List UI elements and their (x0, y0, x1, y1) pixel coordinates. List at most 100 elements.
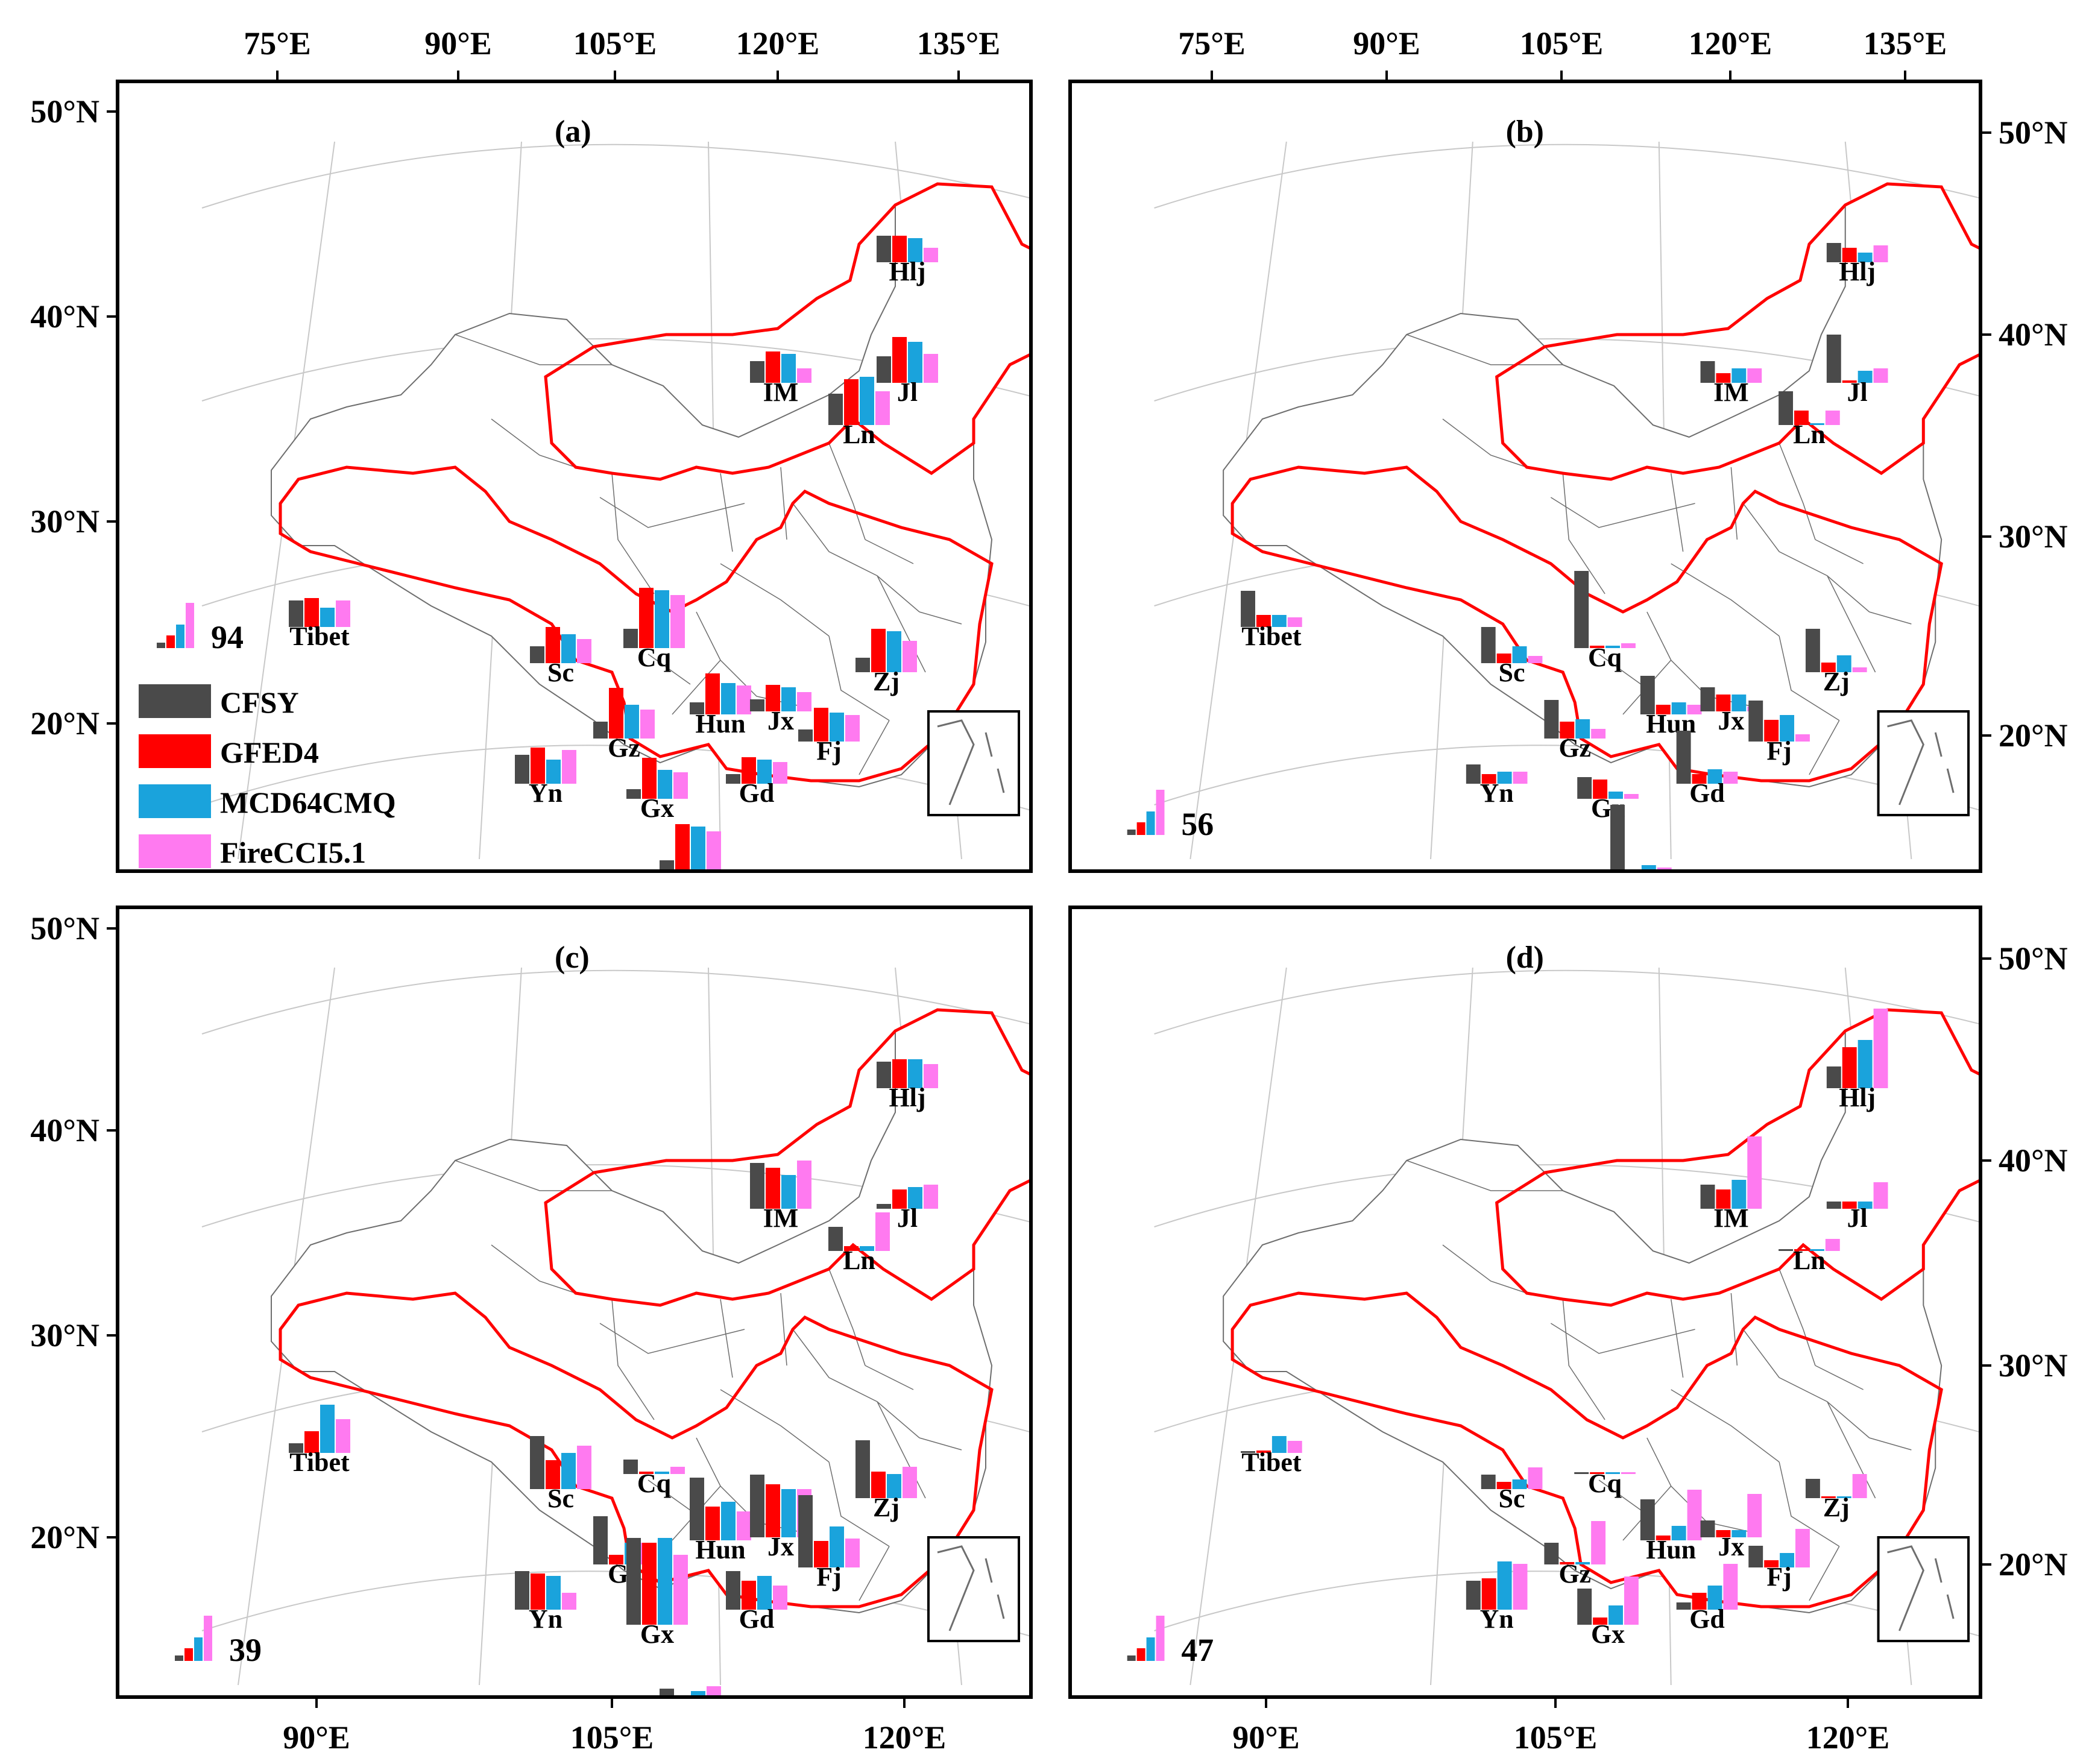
province-bars-yn: Yn (515, 748, 576, 808)
lon-tick-label: 120°E (863, 1719, 947, 1756)
scale-bar (1127, 1655, 1136, 1661)
country-outline (1223, 183, 1980, 787)
bar-mcd64cmq-sc (1512, 646, 1527, 663)
bar-mcd64cmq-ln (860, 1246, 874, 1251)
bar-mcd64cmq-im (1731, 368, 1747, 383)
bar-cfsy-gd (726, 1571, 740, 1610)
province-label: Cq (637, 643, 672, 672)
bar-firecci51-cq (670, 1467, 685, 1474)
country-outline (1223, 1009, 1980, 1613)
province-label: Hlj (889, 257, 925, 286)
bar-mcd64cmq-hun (721, 683, 736, 714)
bar-gfed4-hun (1656, 1536, 1671, 1540)
bar-cfsy-sc (1481, 627, 1496, 663)
legend-label: CFSY (220, 685, 299, 719)
bar-mcd64cmq-hun (1671, 1526, 1686, 1540)
province-label: Jx (1718, 706, 1744, 736)
province-bars-gz: Gz (1544, 700, 1606, 763)
bar-gfed4-ln (844, 379, 859, 425)
province-bars-jl: Jl (877, 337, 938, 407)
bar-cfsy-gx (1577, 1589, 1592, 1625)
bar-gfed4-jl (1842, 380, 1857, 383)
bar-firecci51-cq (1621, 643, 1636, 648)
bar-gfed4-fj (1764, 1560, 1779, 1567)
province-bars-gd: Gd (1676, 1564, 1738, 1634)
bar-mcd64cmq-yn (1497, 772, 1512, 784)
province-label: Zj (1823, 667, 1850, 696)
bar-firecci51-hun (1687, 1490, 1702, 1540)
bar-mcd64cmq-gz (1575, 719, 1590, 739)
bar-gfed4-yn (531, 748, 545, 784)
lat-tick-label: 20°N (30, 705, 99, 742)
bar-gfed4-yn (1481, 774, 1496, 784)
bar-cfsy-hun (690, 1478, 704, 1540)
province-label: IM (763, 1203, 799, 1233)
lon-tick-label: 120°E (1689, 25, 1772, 61)
bar-cfsy-tibet (1241, 591, 1255, 627)
lon-tick-label: 105°E (1520, 25, 1604, 61)
province-label: Hn (673, 1698, 708, 1727)
bar-firecci51-tibet (1287, 1441, 1302, 1453)
bar-mcd64cmq-jl (908, 1187, 922, 1209)
province-label: Gd (1689, 778, 1724, 808)
scale-value: 47 (1181, 1632, 1214, 1668)
bar-gfed4-fj (1764, 720, 1779, 742)
bar-cfsy-gz (593, 1516, 608, 1564)
bar-mcd64cmq-gz (1575, 1562, 1590, 1564)
bar-firecci51-ln (875, 391, 890, 425)
lat-tick-label: 30°N (1999, 518, 2068, 555)
province-label: Yn (529, 778, 562, 808)
province-bars-ln: Ln (1779, 1239, 1840, 1275)
bar-cfsy-im (750, 361, 764, 383)
province-label: IM (763, 377, 799, 407)
bar-mcd64cmq-tibet (1271, 615, 1287, 627)
bar-firecci51-jl (924, 1185, 938, 1209)
bar-gfed4-gz (1560, 1562, 1575, 1564)
province-label: IM (1713, 1203, 1748, 1233)
bar-firecci51-zj (1852, 1474, 1867, 1498)
scale-bar (184, 1648, 193, 1661)
province-bars-hlj: Hlj (1826, 243, 1888, 286)
bar-cfsy-hlj (1826, 1066, 1841, 1088)
province-bars-zj: Zj (855, 1440, 917, 1522)
bar-firecci51-hn (707, 831, 721, 871)
scale-reference: 56 (1127, 790, 1214, 842)
province-bars-hn: Hn (660, 824, 721, 871)
bar-cfsy-jx (750, 699, 764, 711)
scale-reference: 39 (175, 1616, 262, 1668)
bar-firecci51-ln (1825, 1239, 1840, 1251)
bar-cfsy-fj (798, 1495, 813, 1567)
bar-gfed4-im (766, 351, 780, 383)
lat-tick-label: 40°N (1999, 317, 2068, 353)
bar-gfed4-tibet (304, 1431, 319, 1453)
province-bars-jx: Jx (1700, 1494, 1762, 1561)
scale-bar (1136, 822, 1145, 835)
bar-mcd64cmq-sc (561, 634, 576, 663)
province-label: Gd (739, 778, 775, 808)
bar-cfsy-yn (515, 1571, 529, 1610)
bar-cfsy-gz (1544, 1543, 1559, 1564)
province-bars-zj: Zj (1805, 1474, 1867, 1522)
bar-cfsy-fj (1748, 701, 1763, 742)
legend-label: GFED4 (220, 736, 319, 769)
bar-firecci51-jl (924, 354, 938, 383)
province-label: Hlj (1839, 257, 1876, 286)
lat-tick-label: 30°N (30, 503, 99, 540)
lon-tick-label: 120°E (1806, 1719, 1890, 1756)
province-label: Sc (547, 1484, 574, 1513)
province-label: Cq (1588, 1469, 1622, 1498)
bar-cfsy-hun (690, 702, 704, 714)
bar-gfed4-zj (1821, 1496, 1836, 1498)
bar-gfed4-ln (844, 1246, 859, 1251)
bar-mcd64cmq-gd (1707, 1586, 1722, 1610)
bar-firecci51-yn (1513, 1564, 1528, 1610)
bar-firecci51-ln (1825, 411, 1840, 425)
bar-cfsy-cq (1574, 1472, 1589, 1474)
legend-label: MCD64CMQ (220, 786, 396, 819)
bar-firecci51-sc (1528, 1467, 1543, 1489)
lat-tick-label: 20°N (1999, 1546, 2068, 1583)
province-bars-im: IM (750, 1161, 811, 1233)
bar-firecci51-sc (1528, 656, 1543, 663)
scale-bar (175, 1655, 183, 1661)
bar-cfsy-im (1700, 1185, 1715, 1209)
